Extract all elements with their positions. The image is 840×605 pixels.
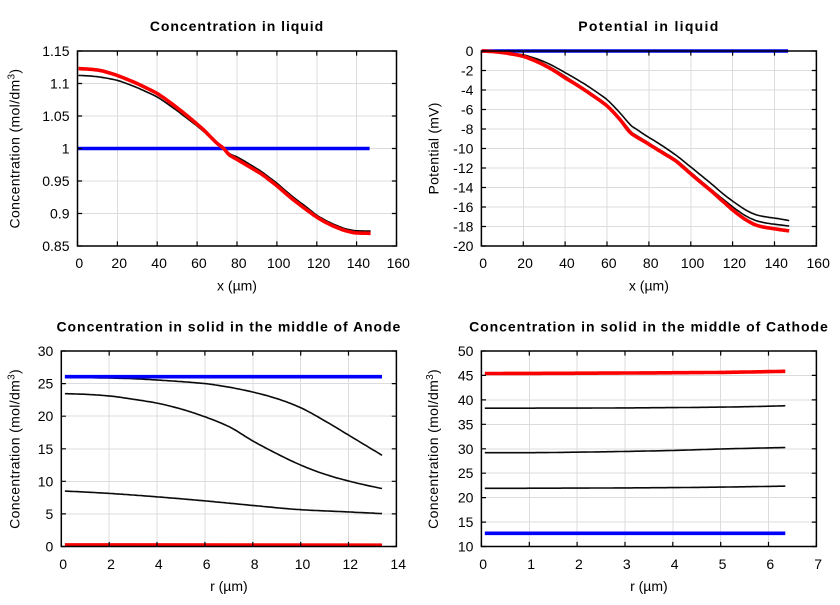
svg-text:80: 80	[643, 255, 659, 271]
svg-text:Concentration in solid in the: Concentration in solid in the middle of …	[57, 318, 402, 334]
svg-text:1: 1	[62, 141, 70, 157]
svg-text:100: 100	[267, 255, 291, 271]
svg-text:-20: -20	[453, 238, 473, 254]
svg-text:40: 40	[151, 255, 167, 271]
svg-text:Concentration in solid in the: Concentration in solid in the middle of …	[469, 318, 829, 334]
svg-text:Concentration in liquid: Concentration in liquid	[150, 18, 324, 34]
svg-text:7: 7	[814, 556, 822, 572]
svg-text:30: 30	[38, 343, 54, 359]
svg-text:15: 15	[458, 514, 474, 530]
svg-text:Potential in liquid: Potential in liquid	[578, 18, 719, 34]
svg-text:80: 80	[231, 255, 247, 271]
svg-text:140: 140	[765, 255, 789, 271]
svg-text:1.1: 1.1	[50, 76, 70, 92]
svg-text:25: 25	[458, 465, 474, 481]
svg-text:0: 0	[59, 556, 67, 572]
svg-text:160: 160	[807, 255, 831, 271]
svg-text:3: 3	[623, 556, 631, 572]
svg-text:15: 15	[38, 441, 54, 457]
svg-text:40: 40	[458, 392, 474, 408]
svg-text:1.05: 1.05	[42, 108, 69, 124]
svg-text:10: 10	[38, 473, 54, 489]
svg-text:40: 40	[559, 255, 575, 271]
svg-text:Concentration (mol/dm3): Concentration (mol/dm3)	[7, 69, 23, 229]
svg-text:0.9: 0.9	[50, 206, 70, 222]
svg-text:6: 6	[203, 556, 211, 572]
svg-text:35: 35	[458, 416, 474, 432]
svg-text:Concentration (mol/dm3): Concentration (mol/dm3)	[425, 369, 441, 529]
svg-text:140: 140	[347, 255, 371, 271]
svg-text:2: 2	[575, 556, 583, 572]
svg-text:60: 60	[601, 255, 617, 271]
svg-text:50: 50	[458, 343, 474, 359]
svg-text:-8: -8	[461, 121, 474, 137]
svg-text:-10: -10	[453, 141, 473, 157]
svg-text:10: 10	[458, 539, 474, 555]
svg-text:0: 0	[75, 255, 83, 271]
svg-text:x (µm): x (µm)	[629, 278, 669, 294]
svg-text:2: 2	[107, 556, 115, 572]
svg-text:0.85: 0.85	[42, 238, 69, 254]
svg-text:120: 120	[723, 255, 747, 271]
svg-text:20: 20	[517, 255, 533, 271]
svg-text:1.15: 1.15	[42, 43, 69, 59]
svg-text:8: 8	[251, 556, 259, 572]
svg-text:-2: -2	[461, 63, 474, 79]
svg-text:6: 6	[766, 556, 774, 572]
svg-text:12: 12	[343, 556, 359, 572]
svg-text:-18: -18	[453, 219, 473, 235]
svg-text:1: 1	[527, 556, 535, 572]
svg-text:-4: -4	[461, 82, 474, 98]
svg-text:Concentration (mol/dm3): Concentration (mol/dm3)	[7, 369, 23, 529]
svg-text:-6: -6	[461, 102, 474, 118]
svg-text:-14: -14	[453, 180, 473, 196]
svg-text:25: 25	[38, 376, 54, 392]
svg-text:10: 10	[295, 556, 311, 572]
svg-text:5: 5	[719, 556, 727, 572]
svg-text:Potential (mV): Potential (mV)	[426, 102, 442, 194]
svg-text:20: 20	[38, 408, 54, 424]
svg-text:0: 0	[479, 255, 487, 271]
svg-text:-16: -16	[453, 199, 473, 215]
svg-text:60: 60	[191, 255, 207, 271]
svg-text:0: 0	[466, 43, 474, 59]
svg-text:45: 45	[458, 367, 474, 383]
svg-text:20: 20	[111, 255, 127, 271]
svg-text:100: 100	[681, 255, 705, 271]
svg-text:160: 160	[387, 255, 411, 271]
svg-text:0: 0	[479, 556, 487, 572]
svg-text:14: 14	[390, 556, 406, 572]
svg-text:30: 30	[458, 441, 474, 457]
svg-text:x (µm): x (µm)	[217, 278, 257, 294]
svg-text:4: 4	[155, 556, 163, 572]
svg-text:0.95: 0.95	[42, 173, 69, 189]
svg-text:120: 120	[307, 255, 331, 271]
svg-text:20: 20	[458, 490, 474, 506]
svg-text:4: 4	[671, 556, 679, 572]
svg-text:0: 0	[46, 539, 54, 555]
svg-text:5: 5	[46, 506, 54, 522]
svg-text:r (µm): r (µm)	[630, 578, 668, 594]
svg-text:-12: -12	[453, 160, 473, 176]
svg-text:r (µm): r (µm)	[210, 578, 248, 594]
